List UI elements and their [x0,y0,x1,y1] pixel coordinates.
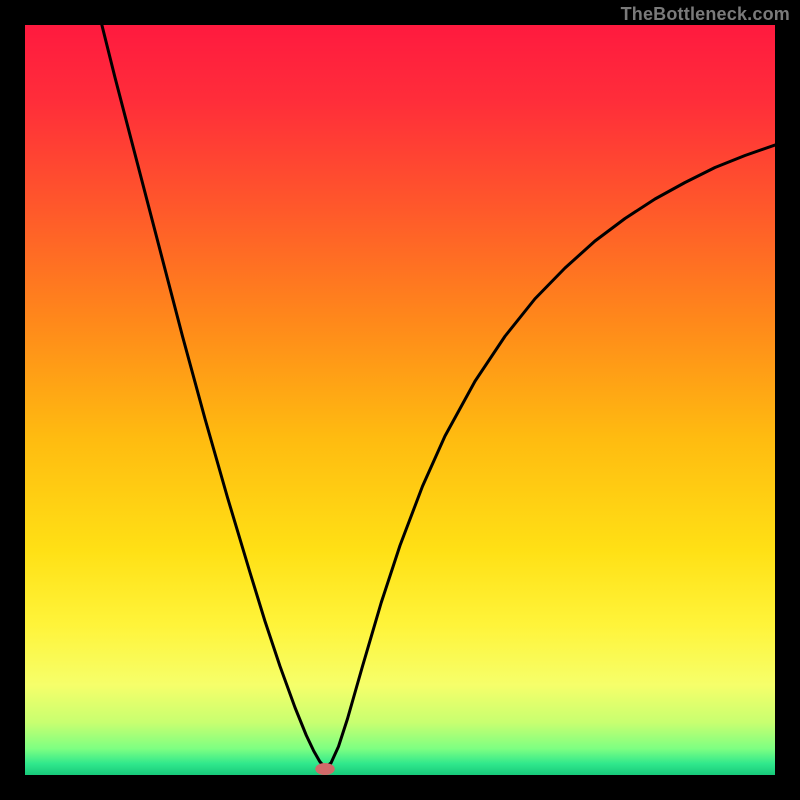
plot-area [25,25,775,775]
watermark-text: TheBottleneck.com [621,4,790,25]
bottleneck-chart [25,25,775,775]
gradient-background [25,25,775,775]
chart-container: TheBottleneck.com [0,0,800,800]
optimal-point-marker [315,763,335,775]
